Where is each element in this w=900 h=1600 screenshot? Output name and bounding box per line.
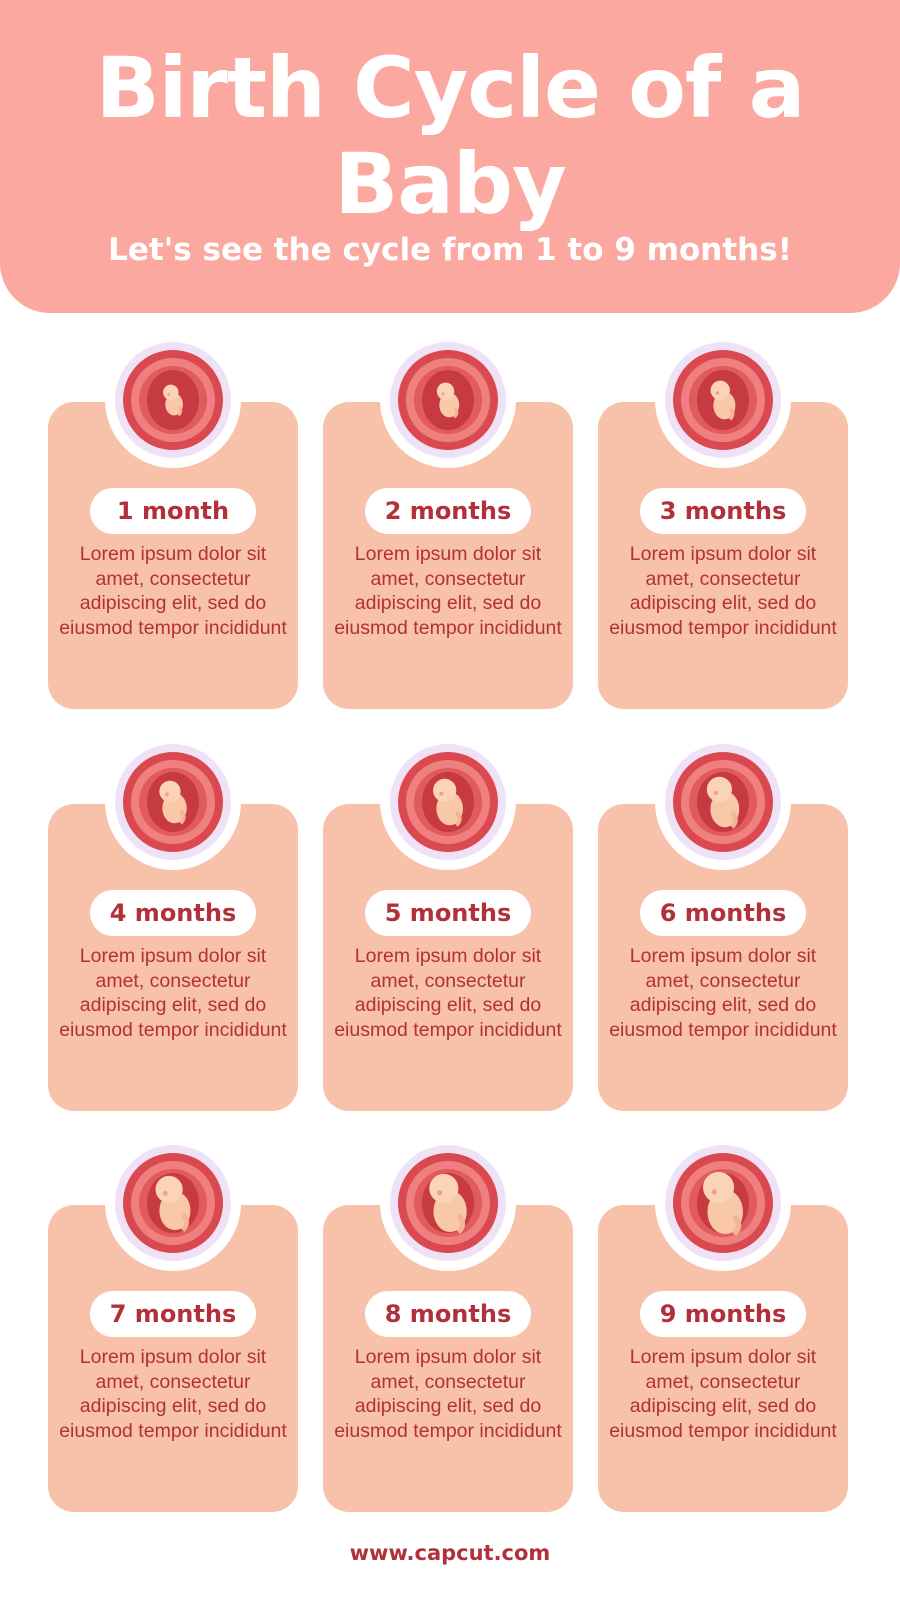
month-description: Lorem ipsum dolor sit amet, consectetur … bbox=[334, 1346, 562, 1442]
month-label: 4 months bbox=[90, 890, 256, 936]
month-description: Lorem ipsum dolor sit amet, consectetur … bbox=[609, 1346, 837, 1442]
month-card: 5 months Lorem ipsum dolor sit amet, cons… bbox=[323, 734, 573, 1111]
month-label: 7 months bbox=[90, 1291, 256, 1337]
embryo-illustration-icon bbox=[123, 350, 223, 450]
month-card: 1 month Lorem ipsum dolor sit amet, conse… bbox=[48, 332, 298, 709]
footer-url[interactable]: www.capcut.com bbox=[349, 1541, 551, 1565]
month-description: Lorem ipsum dolor sit amet, consectetur … bbox=[334, 945, 562, 1041]
month-card: 7 months Lorem ipsum dolor sit amet, cons… bbox=[48, 1135, 298, 1512]
subtitle: Let's see the cycle from 1 to 9 months! bbox=[108, 232, 792, 268]
header-banner: Birth Cycle of a Baby Let's see the cycl… bbox=[0, 0, 900, 313]
month-description: Lorem ipsum dolor sit amet, consectetur … bbox=[59, 1346, 287, 1442]
month-label: 2 months bbox=[365, 488, 531, 534]
month-description: Lorem ipsum dolor sit amet, consectetur … bbox=[59, 945, 287, 1041]
month-label: 6 months bbox=[640, 890, 806, 936]
month-description: Lorem ipsum dolor sit amet, consectetur … bbox=[59, 543, 287, 639]
embryo-illustration-icon bbox=[398, 350, 498, 450]
month-card: 6 months Lorem ipsum dolor sit amet, cons… bbox=[598, 734, 848, 1111]
month-label: 5 months bbox=[365, 890, 531, 936]
month-label: 8 months bbox=[365, 1291, 531, 1337]
embryo-illustration-icon bbox=[673, 350, 773, 450]
month-description: Lorem ipsum dolor sit amet, consectetur … bbox=[334, 543, 562, 639]
month-card: 2 months Lorem ipsum dolor sit amet, cons… bbox=[323, 332, 573, 709]
month-card: 8 months Lorem ipsum dolor sit amet, cons… bbox=[323, 1135, 573, 1512]
embryo-illustration-icon bbox=[673, 752, 773, 852]
title-line-2: Baby bbox=[334, 135, 567, 233]
month-label: 3 months bbox=[640, 488, 806, 534]
month-card: 4 months Lorem ipsum dolor sit amet, cons… bbox=[48, 734, 298, 1111]
month-description: Lorem ipsum dolor sit amet, consectetur … bbox=[609, 945, 837, 1041]
title-line-1: Birth Cycle of a bbox=[95, 39, 806, 137]
embryo-illustration-icon bbox=[123, 1153, 223, 1253]
page-title: Birth Cycle of a Baby bbox=[0, 40, 900, 232]
embryo-illustration-icon bbox=[398, 1153, 498, 1253]
month-card: 3 months Lorem ipsum dolor sit amet, cons… bbox=[598, 332, 848, 709]
month-card: 9 months Lorem ipsum dolor sit amet, cons… bbox=[598, 1135, 848, 1512]
embryo-illustration-icon bbox=[398, 752, 498, 852]
embryo-illustration-icon bbox=[673, 1153, 773, 1253]
embryo-illustration-icon bbox=[123, 752, 223, 852]
month-label: 1 month bbox=[90, 488, 256, 534]
month-label: 9 months bbox=[640, 1291, 806, 1337]
month-description: Lorem ipsum dolor sit amet, consectetur … bbox=[609, 543, 837, 639]
